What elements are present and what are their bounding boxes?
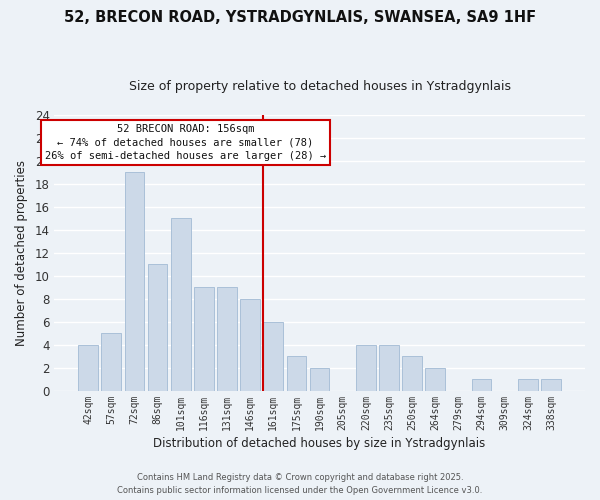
Bar xyxy=(310,368,329,390)
Y-axis label: Number of detached properties: Number of detached properties xyxy=(15,160,28,346)
Bar xyxy=(78,344,98,391)
Text: Contains HM Land Registry data © Crown copyright and database right 2025.
Contai: Contains HM Land Registry data © Crown c… xyxy=(118,474,482,495)
Bar xyxy=(148,264,167,390)
Bar xyxy=(379,344,399,391)
Bar xyxy=(240,299,260,390)
Title: Size of property relative to detached houses in Ystradgynlais: Size of property relative to detached ho… xyxy=(128,80,511,93)
Bar xyxy=(356,344,376,391)
Bar xyxy=(541,379,561,390)
Bar xyxy=(472,379,491,390)
Text: 52 BRECON ROAD: 156sqm
← 74% of detached houses are smaller (78)
26% of semi-det: 52 BRECON ROAD: 156sqm ← 74% of detached… xyxy=(44,124,326,160)
Bar xyxy=(518,379,538,390)
X-axis label: Distribution of detached houses by size in Ystradgynlais: Distribution of detached houses by size … xyxy=(154,437,485,450)
Bar xyxy=(171,218,191,390)
Text: 52, BRECON ROAD, YSTRADGYNLAIS, SWANSEA, SA9 1HF: 52, BRECON ROAD, YSTRADGYNLAIS, SWANSEA,… xyxy=(64,10,536,25)
Bar xyxy=(101,333,121,390)
Bar xyxy=(263,322,283,390)
Bar xyxy=(217,288,237,391)
Bar xyxy=(194,288,214,391)
Bar xyxy=(125,172,144,390)
Bar xyxy=(425,368,445,390)
Bar xyxy=(403,356,422,390)
Bar xyxy=(287,356,306,390)
